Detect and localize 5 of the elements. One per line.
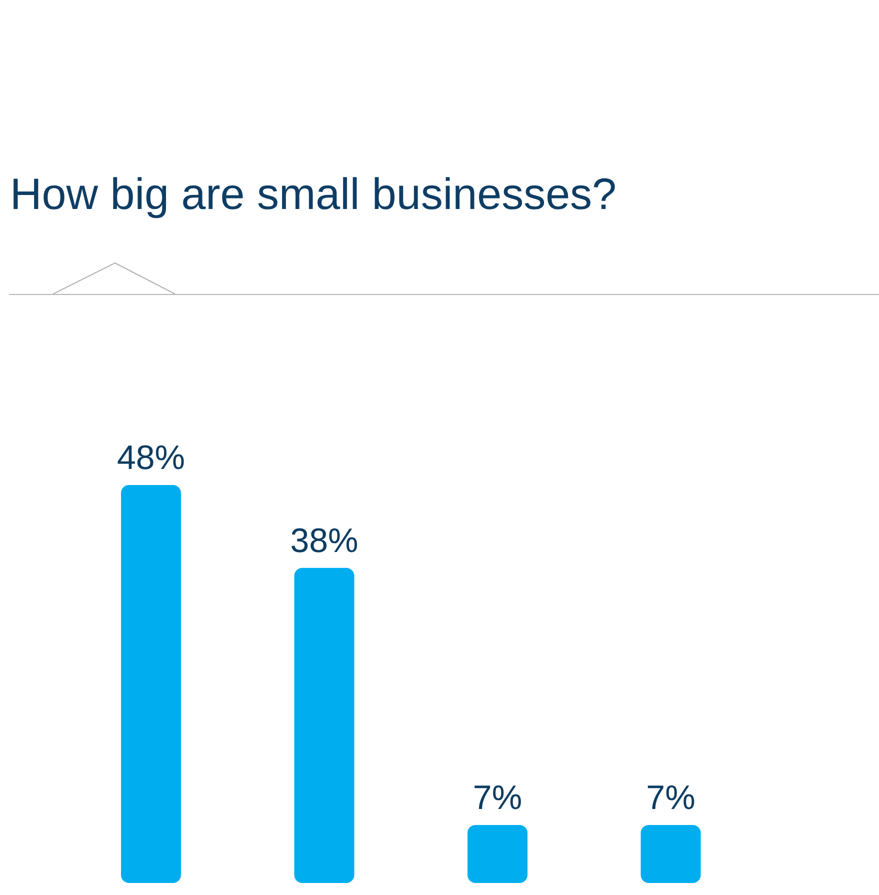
data-label: 7%: [472, 778, 522, 817]
data-label: 7%: [646, 778, 696, 817]
chart-title: How big are small businesses?: [10, 170, 617, 220]
data-label: 38%: [290, 522, 358, 560]
data-label: 48%: [116, 439, 186, 477]
